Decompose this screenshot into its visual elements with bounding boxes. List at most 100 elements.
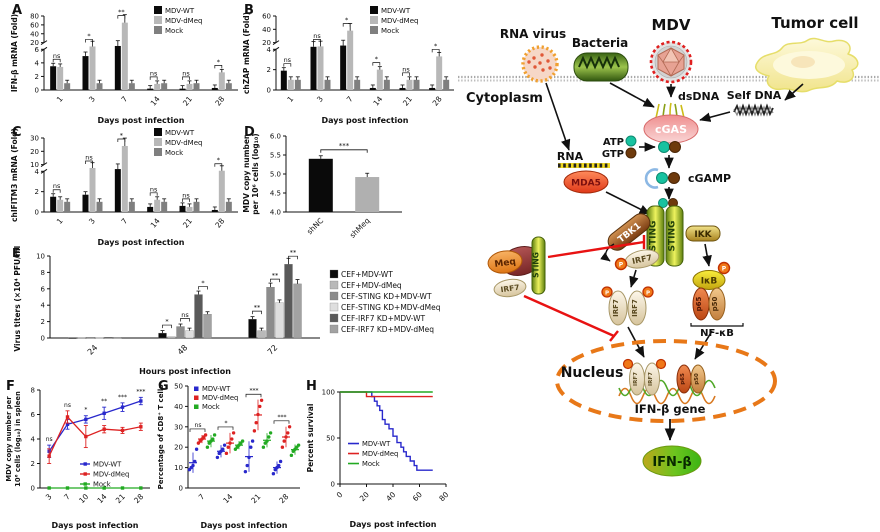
nfkb-bracket [690,323,744,327]
bar [154,199,161,212]
ikb-label: IκB [701,277,718,287]
legend-label: CEF-STING KD+MDV-WT [341,292,432,301]
data-point [224,451,229,456]
data-point [243,469,248,474]
phospho-p-icon: P [717,261,731,275]
bar [275,302,284,339]
y-tick-label: 10 [174,464,183,472]
ikk-ikb-arrow [702,243,712,267]
bar [86,337,95,339]
sig-label: ns [313,32,321,40]
panel-letter: A [12,3,22,18]
legend-label: MDV-WT [362,440,391,448]
x-tick-label: 28 [213,94,226,107]
bar [50,196,57,212]
bar [193,201,200,212]
y-axis-title: per 10⁶ cells (log₁₀) [251,133,260,214]
data-point [65,422,70,426]
sig-label: * [225,420,228,427]
sting-label: STING [532,252,541,278]
ifnb-label: IFN-β [652,455,691,470]
sig-bracket [52,189,61,193]
legend-swatch [329,313,339,323]
phospho-p-icon [622,358,634,370]
bar [104,337,113,339]
data-point [139,399,143,403]
rna-label: RNA [557,150,584,163]
y-tick-label: 4 [35,59,40,67]
data-point [215,455,220,460]
pathway-diagram: RNA virus Bacteria MDV Tumor cell Cytopl… [458,14,880,477]
data-point [205,445,210,449]
x-tick-label: 21 [181,216,194,229]
legend-label: MDV-WT [165,7,195,15]
survival-curve [340,391,433,471]
line-series [48,415,141,457]
y-tick-label: 80 [30,13,39,21]
nfkb-on-dna: p65 p50 [676,364,706,394]
y-tick-label: 100 [322,389,335,397]
legend-swatch [370,6,378,14]
legend-label: MDV-dMeq [165,17,202,25]
dsdna-label: dsDNA [678,90,720,103]
bar [185,330,194,339]
data-point [267,435,271,439]
legend-label: MDV-dMeq [202,394,238,402]
legend-swatch [329,291,339,301]
data-point [84,486,88,490]
data-point [296,443,301,447]
x-axis-title: Days post infection [201,521,288,530]
p50-label: p50 [694,373,700,385]
bar [211,209,218,212]
sig-bracket [372,62,381,66]
irf7-dimer-node: IRF7 IRF7 P P [601,286,654,326]
self-dna-label: Self DNA [727,89,782,102]
phospho-p-icon: P [642,286,654,298]
y-tick-label: 20 [262,39,271,47]
bar [354,79,361,90]
data-point [221,447,225,451]
y-axis-title: Percentage of CD8⁺ T cells [157,385,165,490]
mdv-virion-icon [649,40,693,84]
data-point [245,463,249,468]
y-tick-label: 4 [267,46,272,54]
y-tick-label: 0 [31,485,35,493]
data-point [47,486,51,490]
y-tick-label: 10 [30,161,39,169]
x-tick-label: 3 [315,94,325,104]
legend-marker [83,482,87,486]
bar [399,87,406,90]
data-point [249,445,253,449]
meq-label: Meq [494,257,517,270]
bar [161,201,168,212]
x-axis-title: Days post infection [52,521,139,530]
bar [347,30,354,90]
data-point [230,437,234,441]
bar [64,201,71,212]
y-tick-label: 4 [35,168,40,176]
bar [82,56,89,90]
x-tick-label: 28 [132,492,145,505]
bar [193,83,200,90]
p65-label: p65 [695,297,703,312]
nucleus-outline [555,339,777,423]
sig-label: ns [182,69,190,77]
x-axis-title: Days post infection [98,238,185,247]
y-tick-label: 60 [30,21,39,29]
tbk1-phospho-arrow [600,243,615,262]
x-tick-label: shMeq [348,216,372,240]
sig-bracket [217,426,234,430]
bar [287,79,294,90]
data-point [194,447,199,451]
data-point [191,463,195,468]
bar [225,83,232,90]
x-tick-label: 3 [87,94,97,104]
sig-label: *** [339,142,350,150]
legend-label: Mock [202,403,220,411]
panel-letter: B [244,3,254,18]
bar [186,206,193,212]
legend-label: Mock [165,149,184,157]
phospho-p-icon: P [601,286,613,298]
bar [443,79,450,90]
x-tick-label: 7 [62,492,72,502]
